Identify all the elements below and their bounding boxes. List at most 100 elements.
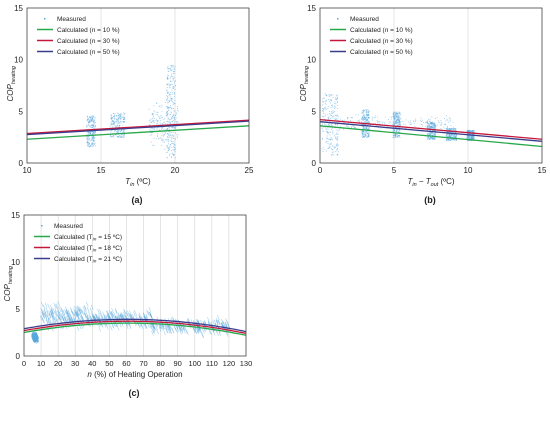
measured-point bbox=[120, 137, 122, 139]
measured-point bbox=[450, 125, 452, 127]
measured-point bbox=[84, 305, 87, 311]
x-tick-label: 100 bbox=[189, 359, 202, 368]
measured-point bbox=[330, 118, 332, 120]
measured-point bbox=[364, 117, 366, 119]
measured-point bbox=[455, 135, 457, 137]
measured-point bbox=[77, 307, 80, 313]
measured-point bbox=[448, 131, 450, 133]
measured-point bbox=[87, 142, 89, 144]
measured-point bbox=[166, 129, 168, 130]
measured-point bbox=[164, 118, 166, 120]
measured-point bbox=[339, 128, 340, 130]
measured-point bbox=[110, 136, 112, 137]
measured-point bbox=[399, 120, 400, 122]
measured-point bbox=[421, 124, 423, 125]
x-tick-label: 80 bbox=[156, 359, 164, 368]
measured-point bbox=[453, 135, 454, 136]
measured-point bbox=[324, 123, 326, 125]
measured-point bbox=[114, 114, 116, 116]
measured-point bbox=[397, 127, 399, 129]
measured-point bbox=[114, 307, 118, 314]
measured-point bbox=[161, 128, 163, 130]
measured-point bbox=[173, 155, 175, 157]
measured-point bbox=[167, 133, 169, 135]
measured-point bbox=[366, 109, 368, 111]
measured-point bbox=[331, 115, 333, 117]
measured-point bbox=[119, 120, 121, 122]
measured-point bbox=[93, 128, 95, 130]
measured-point bbox=[172, 142, 174, 144]
measured-point bbox=[90, 121, 92, 123]
measured-point bbox=[321, 148, 323, 150]
measured-point bbox=[334, 114, 336, 116]
measured-point bbox=[329, 124, 331, 126]
measured-point bbox=[167, 147, 169, 149]
measured-point bbox=[168, 133, 170, 135]
x-tick-label: 20 bbox=[171, 166, 180, 175]
measured-point bbox=[335, 145, 337, 147]
measured-point bbox=[434, 130, 436, 132]
measured-point bbox=[90, 145, 92, 147]
measured-point bbox=[170, 111, 172, 113]
measured-point bbox=[172, 115, 174, 117]
measured-point bbox=[393, 112, 395, 114]
measured-point bbox=[97, 308, 100, 314]
measured-point bbox=[167, 74, 169, 76]
measured-point bbox=[361, 120, 362, 122]
measured-point bbox=[470, 130, 472, 132]
measured-point bbox=[173, 67, 175, 69]
measured-point bbox=[445, 120, 447, 122]
measured-point bbox=[334, 135, 336, 137]
measured-point bbox=[124, 117, 126, 119]
measured-point bbox=[167, 324, 170, 330]
measured-point bbox=[167, 66, 169, 68]
measured-point bbox=[86, 141, 88, 143]
measured-point bbox=[347, 122, 349, 124]
calculated-curve-3 bbox=[23, 318, 247, 333]
measured-point bbox=[398, 130, 400, 132]
measured-point bbox=[398, 125, 400, 126]
measured-point bbox=[379, 125, 381, 127]
measured-point bbox=[443, 126, 445, 128]
measured-point bbox=[121, 133, 123, 135]
measured-point bbox=[331, 128, 332, 130]
legend-label: Calculated (Tin = 18 ºC) bbox=[54, 245, 122, 254]
measured-point bbox=[47, 318, 51, 324]
measured-point bbox=[83, 313, 87, 319]
measured-point bbox=[167, 118, 169, 120]
measured-point bbox=[170, 65, 172, 67]
measured-point bbox=[428, 133, 429, 134]
measured-point bbox=[166, 83, 168, 85]
measured-point bbox=[430, 134, 432, 136]
y-tick-label: 10 bbox=[11, 258, 20, 267]
measured-point bbox=[118, 130, 120, 132]
measured-point bbox=[213, 319, 217, 325]
measured-point bbox=[365, 118, 367, 120]
measured-point bbox=[170, 99, 172, 101]
measured-point bbox=[92, 144, 94, 146]
measured-point bbox=[174, 115, 176, 117]
measured-point bbox=[111, 117, 113, 119]
measured-point bbox=[323, 115, 325, 117]
measured-point bbox=[428, 123, 429, 124]
measured-point bbox=[447, 131, 449, 133]
measured-point bbox=[91, 312, 95, 319]
measured-point bbox=[169, 86, 171, 88]
measured-point bbox=[330, 139, 332, 140]
measured-point bbox=[169, 92, 171, 94]
measured-point bbox=[173, 137, 174, 139]
measured-point bbox=[174, 128, 176, 129]
measured-point bbox=[427, 127, 429, 129]
measured-point bbox=[174, 96, 175, 98]
measured-point bbox=[328, 144, 330, 146]
measured-point bbox=[332, 149, 334, 151]
measured-point bbox=[326, 137, 328, 139]
measured-point bbox=[118, 135, 120, 137]
measured-point bbox=[172, 127, 174, 129]
measured-point bbox=[365, 134, 367, 135]
measured-point bbox=[127, 310, 130, 316]
measured-point bbox=[122, 132, 124, 134]
measured-point bbox=[87, 118, 89, 120]
